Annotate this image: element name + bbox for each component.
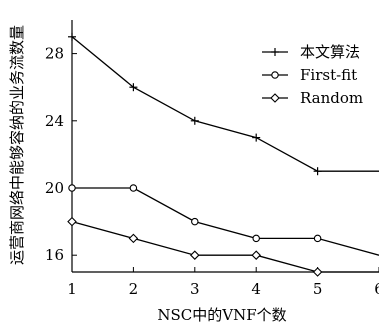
x-tick-label: 5 bbox=[313, 280, 323, 298]
data-point bbox=[129, 184, 138, 192]
legend-label: First-fit bbox=[300, 66, 357, 84]
legend-label: Random bbox=[300, 89, 363, 107]
legend-item: First-fit bbox=[262, 66, 357, 84]
legend-marker bbox=[270, 93, 280, 103]
x-tick-label: 2 bbox=[129, 280, 139, 298]
legend-label: 本文算法 bbox=[300, 43, 360, 61]
series-2 bbox=[68, 184, 379, 256]
series-line bbox=[71, 36, 379, 172]
y-tick-label: 16 bbox=[45, 246, 64, 264]
x-axis-label: NSC中的VNF个数 bbox=[157, 306, 286, 324]
legend-item: 本文算法 bbox=[262, 43, 360, 61]
series-1 bbox=[68, 32, 379, 176]
series-line bbox=[72, 187, 379, 256]
axis-ticks: 1 2 3 4 5 6 16 20 24 28 bbox=[45, 45, 379, 298]
legend-marker bbox=[271, 71, 279, 79]
x-tick-label: 3 bbox=[190, 280, 200, 298]
data-point bbox=[68, 184, 76, 192]
x-tick-label: 4 bbox=[251, 280, 261, 298]
y-axis-label: 运营商网络中能够容纳的业务流数量 bbox=[8, 25, 26, 265]
series-layer bbox=[67, 32, 379, 277]
y-tick-label: 28 bbox=[45, 45, 64, 63]
x-tick-label: 6 bbox=[374, 280, 379, 298]
data-point bbox=[251, 250, 261, 260]
data-point bbox=[312, 267, 323, 277]
y-tick-label: 24 bbox=[45, 112, 64, 130]
x-tick-label: 1 bbox=[67, 280, 77, 298]
data-point bbox=[191, 217, 199, 226]
data-point bbox=[67, 216, 77, 227]
series-line bbox=[71, 220, 379, 273]
series-3 bbox=[67, 216, 379, 277]
data-point bbox=[190, 250, 200, 260]
legend-item: Random bbox=[262, 89, 363, 107]
data-point bbox=[313, 234, 322, 243]
legend: 本文算法 First-fit Random bbox=[262, 43, 363, 107]
data-point bbox=[252, 234, 260, 243]
data-point bbox=[128, 233, 139, 244]
y-tick-label: 20 bbox=[45, 179, 64, 197]
